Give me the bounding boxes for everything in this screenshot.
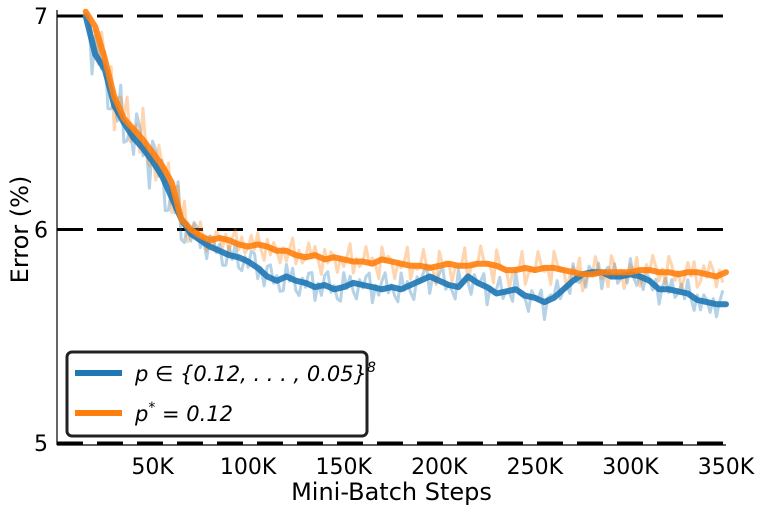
grid-lines xyxy=(57,14,726,445)
series-2-raw-line xyxy=(84,11,725,293)
legend: p ∈ {0.12, . . . , 0.05}8 p* = 0.12 xyxy=(65,350,376,438)
series-1-line xyxy=(82,13,729,308)
legend-label-series-1: p ∈ {0.12, . . . , 0.05}8 xyxy=(134,360,376,386)
legend-label-series-2-tail: = 0.12 xyxy=(155,402,233,426)
x-tick-label-100K: 100K xyxy=(220,455,277,480)
tick-labels: 50K 100K 150K 200K 250K 300K 350K 5 6 7 xyxy=(34,5,755,480)
legend-label-series-1-main: p ∈ {0.12, . . . , 0.05} xyxy=(134,362,367,386)
axes xyxy=(56,10,726,446)
series-lines xyxy=(82,8,729,321)
y-tick-label-7: 7 xyxy=(34,5,48,30)
x-tick-label-250K: 250K xyxy=(507,455,564,480)
y-axis-label: Error (%) xyxy=(6,176,34,284)
legend-label-series-1-sup: 8 xyxy=(367,360,376,376)
x-axis-label: Mini-Batch Steps xyxy=(291,478,492,506)
legend-label-series-2-main: p xyxy=(134,402,148,426)
legend-label-series-2: p* = 0.12 xyxy=(134,400,233,426)
x-tick-label-300K: 300K xyxy=(602,455,659,480)
y-tick-label-5: 5 xyxy=(34,432,48,457)
series-2-line xyxy=(82,8,729,280)
x-tick-label-50K: 50K xyxy=(131,455,174,480)
x-tick-label-350K: 350K xyxy=(698,455,755,480)
legend-box xyxy=(65,350,369,438)
y-tick-label-6: 6 xyxy=(34,219,48,244)
x-tick-label-200K: 200K xyxy=(411,455,468,480)
x-tick-label-150K: 150K xyxy=(316,455,373,480)
legend-label-series-2-sup: * xyxy=(148,400,155,416)
